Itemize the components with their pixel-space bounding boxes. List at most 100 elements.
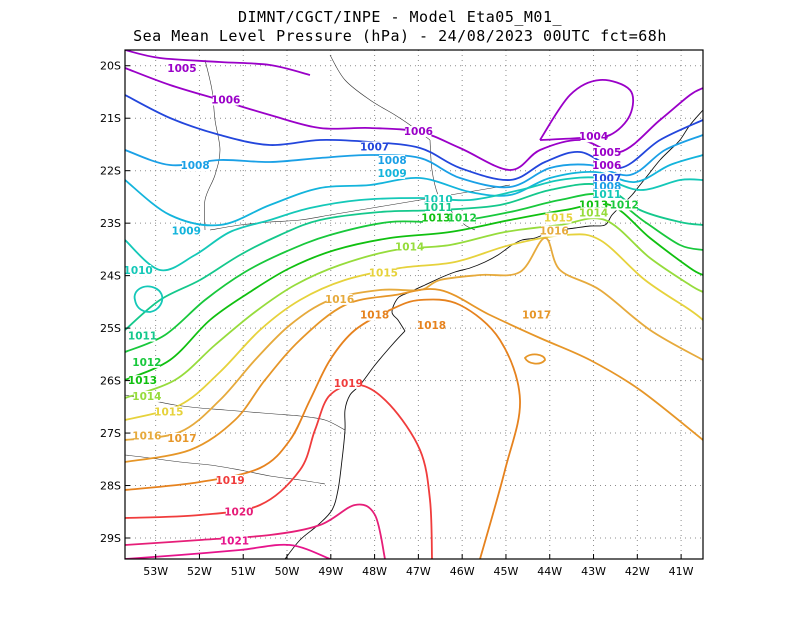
isobar-label-bg (593, 188, 620, 200)
lon-tick-label: 42W (625, 565, 650, 578)
isobar-1008 (125, 134, 703, 189)
isobar-label: 1011 (128, 331, 157, 343)
axis-ticks: 20S 21S 22S 23S 24S 25S 26S 27S 28S 29S 53W 52W 51W 5… (100, 60, 694, 578)
coastline (284, 330, 406, 559)
isobar-label: 1017 (167, 433, 196, 445)
lon-tick-label: 48W (362, 565, 387, 578)
isobar-label: 1010 (124, 265, 153, 277)
isobar-label-bg (133, 390, 160, 402)
isobar-label-bg (361, 141, 388, 153)
isobar-label: 1019 (334, 378, 363, 390)
lat-tick-label: 29S (100, 532, 121, 545)
isobar-label-bg (425, 202, 452, 214)
isobar-label-bg (580, 207, 607, 219)
isobar-label-bg (593, 146, 620, 158)
isobar-label-bg (168, 62, 195, 74)
isobar-label: 1004 (579, 131, 608, 143)
map-frame (124, 49, 704, 560)
isobar-label: 1011 (592, 189, 621, 201)
lon-tick-label: 45W (494, 565, 519, 578)
isobar-label: 1015 (369, 268, 398, 280)
isobar-label: 1013 (421, 213, 450, 225)
isobar-label: 1016 (540, 226, 569, 238)
isobar-label-bg (541, 225, 568, 237)
lat-tick-label: 24S (100, 270, 121, 283)
isobar-label-bg (611, 199, 638, 211)
isobar-label: 1012 (132, 357, 161, 369)
isobar-label: 1007 (360, 142, 389, 154)
isobar-label-bg (225, 506, 252, 518)
lon-tick-label: 41W (669, 565, 694, 578)
isobar-label: 1015 (154, 407, 183, 419)
isobar-1010-cell (133, 285, 164, 313)
isobar-1016 (125, 237, 703, 441)
state-border (203, 59, 221, 231)
isobar-label: 1014 (579, 207, 608, 219)
isobar-label-bg (523, 309, 550, 321)
isobar-label-bg (580, 199, 607, 211)
lon-tick-label: 52W (187, 565, 212, 578)
isobar-1020 (125, 503, 386, 559)
lat-tick-label: 25S (100, 322, 121, 335)
isobar-label-bg (326, 293, 353, 305)
isobar-label-bg (361, 309, 388, 321)
isobar-1013 (125, 202, 703, 381)
isobar-label-bg (580, 131, 607, 143)
lon-tick-label: 49W (318, 565, 343, 578)
isobar-label: 1009 (377, 168, 406, 180)
lon-tick-label: 53W (143, 565, 168, 578)
isobar-label-bg (449, 212, 476, 224)
isobar-label-bg (168, 432, 195, 444)
isobar-label-bg (593, 181, 620, 193)
isobar-label: 1012 (610, 199, 639, 211)
chart-title-line-2: Sea Mean Level Pressure (hPa) - 24/08/20… (133, 27, 667, 45)
isobar-label-bg (125, 265, 152, 277)
lat-tick-label: 21S (100, 112, 121, 125)
isobar-label: 1016 (325, 294, 354, 306)
isobar-label-bg (379, 167, 406, 179)
isobar-label: 1018 (417, 320, 446, 332)
isobar-label-bg (418, 320, 445, 332)
isobar-1017-cell (523, 353, 546, 365)
isobar-label: 1017 (522, 310, 551, 322)
isobar-label-bg (593, 160, 620, 172)
lon-tick-label: 43W (581, 565, 606, 578)
isobar-label-bg (593, 173, 620, 185)
lat-tick-label: 27S (100, 427, 121, 440)
isobar-label: 1008 (180, 160, 209, 172)
isobar-label-bg (221, 535, 248, 547)
isobar-label: 1006 (211, 94, 240, 106)
lat-tick-label: 23S (100, 217, 121, 230)
isobar-label: 1021 (220, 535, 249, 547)
lon-tick-label: 47W (406, 565, 431, 578)
isobar-label: 1009 (172, 226, 201, 238)
isobar-label: 1014 (132, 391, 161, 403)
isobar-label-bg (212, 94, 239, 106)
isobar-label-bg (405, 125, 432, 137)
isobar-label-bg (133, 430, 160, 442)
isobar-label: 1018 (360, 310, 389, 322)
isobar-label: 1015 (544, 213, 573, 225)
chart-title-line-1: DIMNT/CGCT/INPE - Model Eta05_M01_ (237, 8, 563, 26)
isobar-label-bg (129, 330, 156, 342)
isobar-label-bg (370, 267, 397, 279)
isobar-label-bg (425, 194, 452, 206)
isobar-1021 (125, 543, 331, 559)
isobar-label: 1006 (404, 126, 433, 138)
isobar-1009 (125, 154, 703, 227)
isobar-label-bg (396, 241, 423, 253)
lat-tick-label: 22S (100, 165, 121, 178)
isobar-label: 1008 (377, 155, 406, 167)
isobar-label-bg (335, 377, 362, 389)
isobar-label-bg (422, 212, 449, 224)
lat-tick-label: 20S (100, 60, 121, 73)
isobar-1012 (125, 192, 703, 353)
lat-tick-label: 28S (100, 480, 121, 493)
isobar-label: 1011 (423, 202, 452, 214)
state-border (125, 394, 346, 431)
lon-tick-label: 51W (231, 565, 256, 578)
isobar-1005 (125, 50, 311, 76)
isobar-1010 (125, 176, 703, 272)
